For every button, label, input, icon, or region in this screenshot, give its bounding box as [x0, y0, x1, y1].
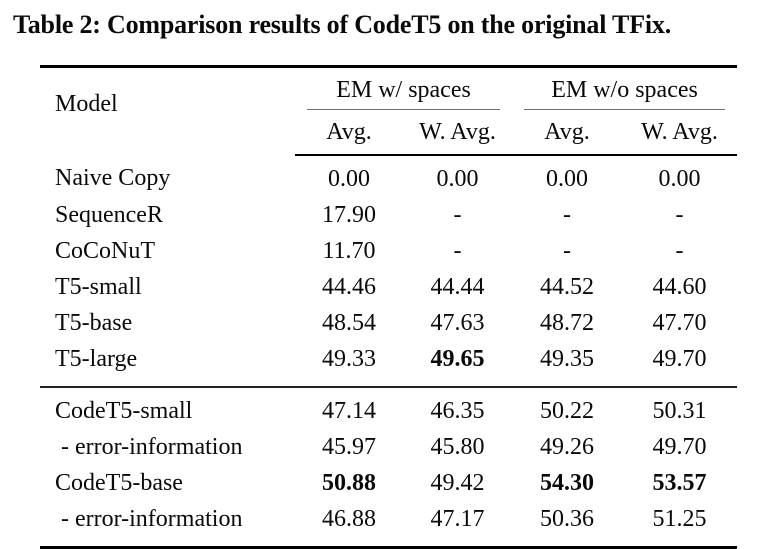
value-cell: - [563, 201, 572, 228]
group-header-cell-em-without-spaces: EM w/o spaces [512, 67, 737, 110]
subheader-avg-without-spaces: Avg. [512, 110, 623, 156]
model-name-cell: CodeT5-small [55, 397, 193, 424]
group-header-cell-em-with-spaces: EM w/ spaces [295, 67, 512, 110]
value-cell: 50.31 [652, 397, 707, 424]
value-cell: 48.54 [322, 309, 376, 336]
value-cell: 44.44 [430, 273, 485, 300]
table-row: - error-information 46.88 47.17 50.36 51.25 [40, 501, 737, 548]
value-cell: 48.72 [540, 309, 595, 336]
column-header-model: Model [55, 91, 118, 117]
model-name-cell: CodeT5-base [55, 469, 183, 496]
table-row: CodeT5-base 50.88 49.42 54.30 53.57 [40, 465, 737, 501]
value-cell: 11.70 [322, 237, 376, 264]
value-cell: 45.97 [322, 433, 376, 460]
value-cell: 47.17 [430, 505, 485, 532]
group-header-em-without-spaces: EM w/o spaces [524, 68, 726, 110]
sub-header-row: Avg. W. Avg. Avg. W. Avg. [40, 110, 738, 156]
table-header: Model EM w/ spaces EM w/o spaces Avg. W.… [40, 67, 738, 156]
value-cell: 49.70 [652, 345, 707, 372]
value-cell: 0.00 [546, 165, 589, 192]
model-name-cell: - error-information [61, 505, 243, 532]
subheader-avg-with-spaces: Avg. [295, 110, 403, 156]
model-name-cell: - error-information [61, 433, 243, 460]
table-row: T5-small 44.46 44.44 44.52 44.60 [40, 269, 737, 305]
value-cell: 49.26 [540, 433, 595, 460]
value-cell: 0.00 [658, 165, 701, 192]
value-cell: 47.70 [652, 309, 707, 336]
table-row: CodeT5-small 47.14 46.35 50.22 50.31 [40, 387, 737, 429]
model-name-cell: SequenceR [55, 201, 163, 228]
value-cell: 49.35 [540, 345, 595, 372]
value-cell: 50.22 [540, 397, 595, 424]
value-cell: 46.35 [430, 397, 485, 424]
table-row: - error-information 45.97 45.80 49.26 49.70 [40, 429, 737, 465]
value-cell: 0.00 [436, 165, 479, 192]
table-caption: Table 2: Comparison results of CodeT5 on… [13, 10, 672, 39]
model-name-cell: CoCoNuT [55, 237, 156, 264]
value-cell: 50.88 [322, 469, 376, 496]
value-cell: 50.36 [540, 505, 595, 532]
model-name-cell: T5-small [55, 273, 142, 300]
value-cell: 51.25 [652, 505, 707, 532]
baseline-models-section: Naive Copy 0.00 0.00 0.00 0.00 SequenceR 17.90… [40, 155, 737, 387]
table-row: T5-base 48.54 47.63 48.72 47.70 [40, 305, 737, 341]
subheader-wavg-with-spaces: W. Avg. [403, 110, 513, 156]
group-header-row: Model EM w/ spaces EM w/o spaces [40, 67, 737, 117]
subheader-wavg-without-spaces: W. Avg. [622, 110, 738, 156]
table-row: T5-large 49.33 49.65 49.35 49.70 [40, 341, 737, 387]
table-row: SequenceR 17.90 - - - [40, 197, 737, 233]
value-cell: - [675, 237, 684, 264]
value-cell: - [453, 237, 462, 264]
value-cell: 44.52 [540, 273, 595, 300]
codet5-models-section: CodeT5-small 47.14 46.35 50.22 50.31 - error-… [40, 387, 738, 548]
table-row: CoCoNuT 11.70 - - - [40, 233, 737, 269]
model-name-cell: T5-base [55, 309, 133, 336]
value-cell: 49.70 [652, 433, 707, 460]
value-cell: 47.63 [430, 309, 485, 336]
value-cell: 17.90 [322, 201, 376, 228]
value-cell: 44.46 [322, 273, 376, 300]
value-cell: 46.88 [322, 505, 376, 532]
value-cell: 49.65 [430, 345, 485, 372]
table-row: Naive Copy 0.00 0.00 0.00 0.00 [40, 155, 737, 197]
results-table: Model EM w/ spaces EM w/o spaces Avg. W.… [40, 65, 738, 549]
value-cell: 49.33 [322, 345, 376, 372]
value-cell: 0.00 [328, 165, 370, 192]
group-header-em-with-spaces: EM w/ spaces [307, 68, 501, 110]
value-cell: - [563, 237, 572, 264]
value-cell: 44.60 [652, 273, 707, 300]
value-cell: - [675, 201, 684, 228]
model-name-cell: T5-large [55, 345, 138, 372]
value-cell: 49.42 [430, 469, 485, 496]
value-cell: 54.30 [540, 469, 595, 496]
model-name-cell: Naive Copy [55, 165, 171, 191]
value-cell: 47.14 [322, 397, 376, 424]
value-cell: 45.80 [430, 433, 485, 460]
value-cell: 53.57 [652, 469, 707, 496]
value-cell: - [453, 201, 462, 228]
